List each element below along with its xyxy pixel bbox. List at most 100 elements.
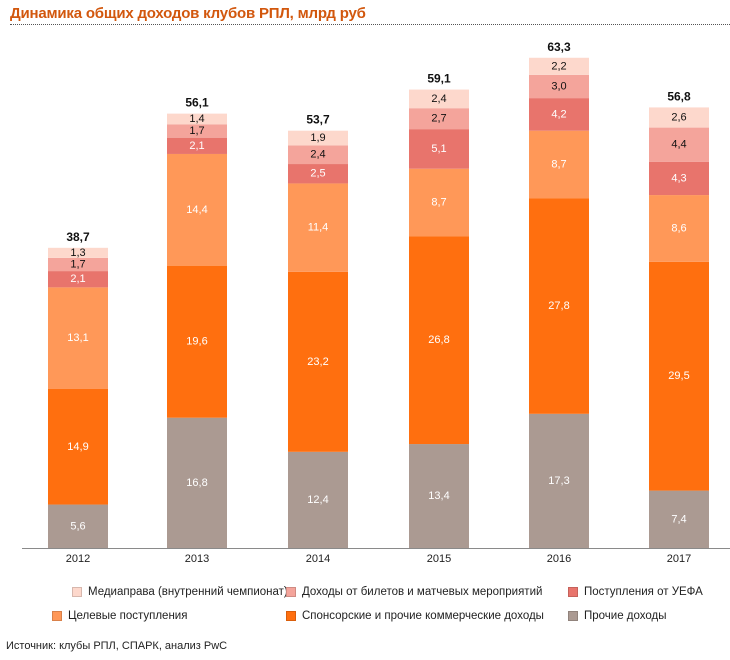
bar-segment (409, 108, 469, 130)
segment-value-label: 11,4 (308, 222, 329, 234)
bar-segment (529, 413, 589, 548)
stacked-bar-chart: 5,614,913,12,11,71,338,716,819,614,42,11… (22, 40, 730, 565)
bar-segment (529, 130, 589, 199)
segment-value-label: 26,8 (428, 334, 449, 346)
legend-swatch (568, 611, 578, 621)
bar-segment (649, 195, 709, 262)
segment-value-label: 2,1 (189, 140, 204, 152)
bar-segment (649, 261, 709, 491)
legend-item-target-funds: Целевые поступления (52, 610, 187, 622)
bar-stack-2016: 17,3 27,8 8,7 4,2 3,0 2,2 63,3 (529, 40, 589, 548)
segment-value-label: 4,4 (671, 139, 686, 151)
segment-value-label: 1,7 (189, 125, 204, 137)
bar-segment (288, 145, 348, 165)
bar-segment (288, 130, 348, 146)
bar-segment (167, 124, 227, 138)
bar-stack-2017: 7,4 29,5 8,6 4,3 4,4 2,6 56,8 (649, 89, 709, 548)
legend-item-other: Прочие доходы (568, 610, 667, 622)
bar-segment (529, 98, 589, 131)
legend-label: Целевые поступления (68, 610, 188, 622)
bar-segment (167, 113, 227, 125)
bar-stack-2012: 5,6 14,9 13,1 2,1 1,71,3 38,7 (48, 230, 108, 548)
segment-value-label: 19,6 (186, 336, 207, 348)
bar-segment (288, 451, 348, 548)
legend-swatch (52, 611, 62, 621)
bar-segment (409, 444, 469, 548)
segment-value-label: 23,2 (307, 356, 328, 368)
segment-value-label: 8,7 (431, 196, 446, 208)
legend-label: Доходы от билетов и матчевых мероприятий (302, 586, 543, 598)
bar-segment (48, 504, 108, 548)
legend-swatch (286, 587, 296, 597)
legend-label: Поступления от УЕФА (584, 586, 703, 598)
segment-value-label: 4,3 (671, 172, 686, 184)
x-tick-label: 2013 (185, 553, 209, 565)
x-tick-label: 2017 (667, 553, 691, 565)
bar-segment (649, 107, 709, 128)
bar-segment (167, 265, 227, 418)
segment-value-label: 16,8 (186, 477, 207, 489)
bar-segment (409, 89, 469, 109)
bar-stack-2014: 12,4 23,2 11,4 2,5 2,4 1,9 53,7 (288, 113, 348, 548)
x-tick-label: 2014 (306, 553, 330, 565)
legend-label: Прочие доходы (584, 610, 667, 622)
segment-value-label: 8,6 (671, 222, 686, 234)
legend-item-uefa: Поступления от УЕФА (568, 586, 703, 598)
legend-swatch (72, 587, 82, 597)
x-tick-label: 2016 (547, 553, 571, 565)
bar-stack-2013: 16,8 19,6 14,4 2,1 1,71,4 56,1 (167, 96, 227, 548)
segment-value-label: 2,4 (431, 93, 446, 105)
bar-segment (649, 161, 709, 196)
bar-segment (529, 74, 589, 99)
bar-segment (529, 57, 589, 75)
legend-item-sponsorship: Спонсорские и прочие коммерческие доходы (286, 610, 544, 622)
segment-value-label: 17,3 (548, 475, 569, 487)
bar-segment (288, 271, 348, 452)
total-value-label: 56,8 (667, 89, 691, 103)
bar-segment (288, 164, 348, 184)
bar-segment (48, 287, 108, 389)
bar-segment (48, 388, 108, 505)
total-value-label: 53,7 (306, 113, 330, 127)
total-value-label: 63,3 (547, 40, 571, 54)
source-note: Источник: клубы РПЛ, СПАРК, анализ PwC (6, 640, 228, 652)
segment-value-label: 13,1 (67, 332, 88, 344)
bar-segment (167, 137, 227, 154)
legend-swatch (568, 587, 578, 597)
segment-value-label: 29,5 (668, 370, 689, 382)
bar-segment (48, 271, 108, 288)
bar-segment (48, 247, 108, 258)
x-axis-ticks: 2012 2013 2014 2015 2016 2017 (66, 553, 691, 565)
segment-value-label: 2,7 (431, 113, 446, 125)
segment-value-label: 2,5 (310, 168, 325, 180)
bar-segment (409, 129, 469, 169)
bar-segment (409, 236, 469, 445)
legend-label: Спонсорские и прочие коммерческие доходы (302, 610, 544, 622)
segment-value-label: 5,6 (70, 520, 85, 532)
bar-segment (288, 183, 348, 272)
x-tick-label: 2012 (66, 553, 90, 565)
chart-title: Динамика общих доходов клубов РПЛ, млрд … (10, 5, 366, 22)
segment-value-label: 12,4 (307, 494, 328, 506)
segment-value-label: 3,0 (551, 80, 566, 92)
title-divider (10, 24, 730, 25)
bar-segment (167, 417, 227, 548)
segment-value-label: 14,9 (67, 441, 88, 453)
total-value-label: 38,7 (66, 230, 90, 244)
legend-item-tickets: Доходы от билетов и матчевых мероприятий (286, 586, 542, 598)
bar-segment (167, 153, 227, 266)
segment-value-label: 1,3 (70, 247, 85, 259)
segment-value-label: 1,4 (189, 113, 204, 125)
segment-value-label: 13,4 (428, 490, 449, 502)
x-tick-label: 2015 (427, 553, 451, 565)
segment-value-label: 4,2 (551, 108, 566, 120)
segment-value-label: 1,9 (310, 132, 325, 144)
segment-value-label: 7,4 (671, 513, 686, 525)
segment-value-label: 2,1 (70, 273, 85, 285)
total-value-label: 56,1 (185, 96, 209, 110)
segment-value-label: 2,6 (671, 112, 686, 124)
bar-segment (48, 257, 108, 272)
bar-stack-2015: 13,4 26,8 8,7 5,1 2,7 2,4 59,1 (409, 72, 469, 548)
bar-segment (649, 127, 709, 162)
segment-value-label: 27,8 (548, 300, 569, 312)
